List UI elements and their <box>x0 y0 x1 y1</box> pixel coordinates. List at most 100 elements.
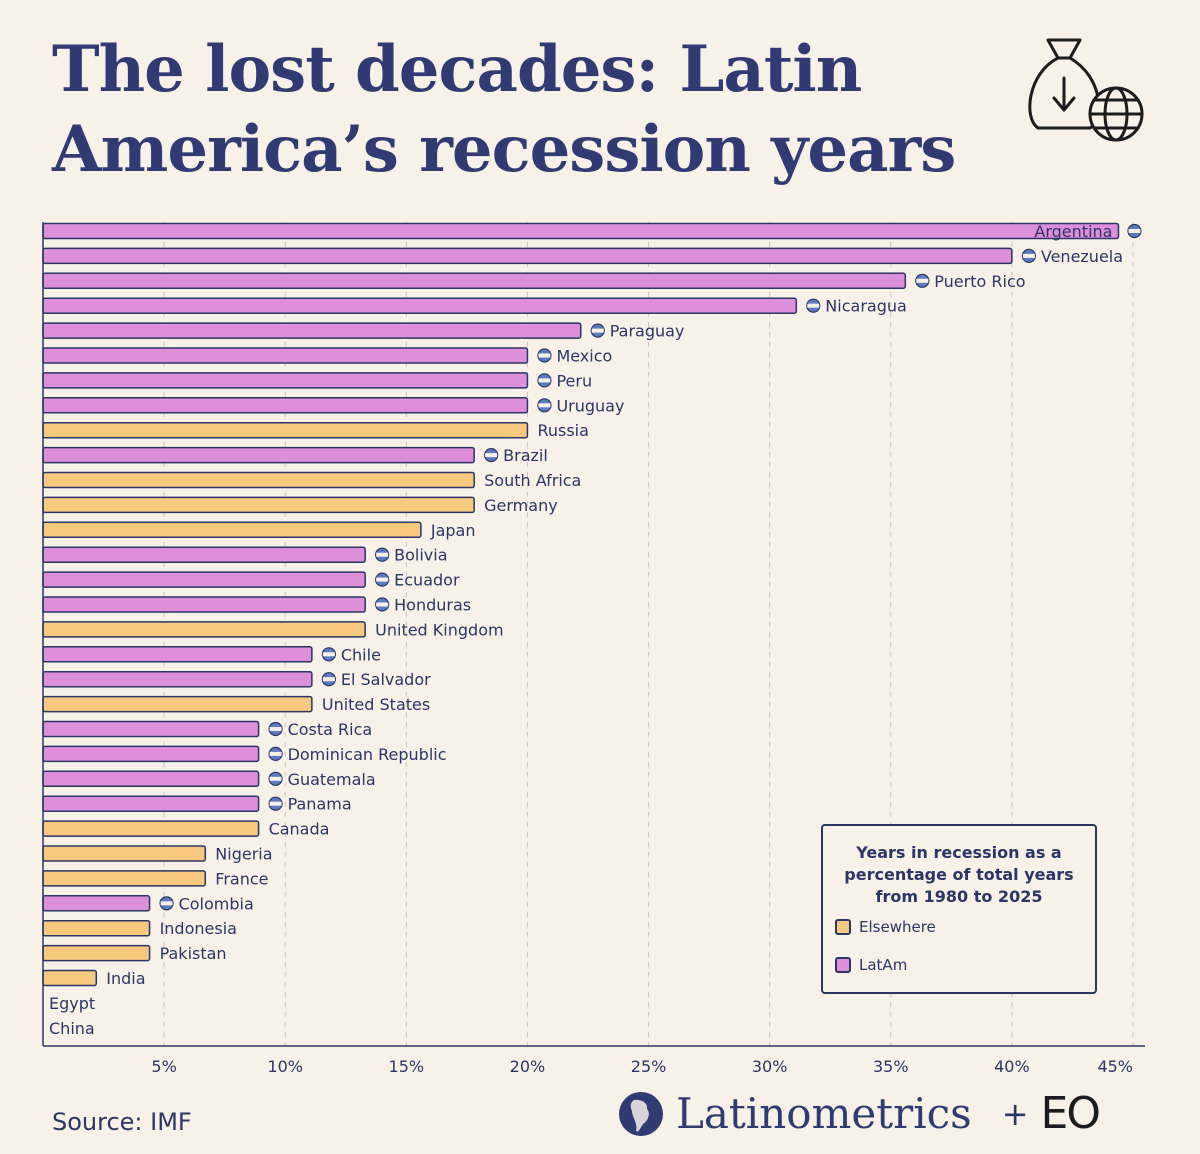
x-tick-label: 45% <box>1097 1057 1133 1076</box>
bar-label: Costa Rica <box>288 720 373 739</box>
flag-icon <box>376 602 389 607</box>
flag-icon <box>538 378 551 383</box>
brand-plus: + <box>1001 1094 1029 1133</box>
source-note: Source: IMF <box>52 1108 192 1136</box>
bar <box>42 745 260 763</box>
bar-label: Venezuela <box>1041 247 1123 266</box>
bar <box>42 322 582 339</box>
legend: Years in recession as a percentage of to… <box>821 824 1097 994</box>
legend-swatch-elsewhere <box>835 919 851 935</box>
bar <box>42 944 151 962</box>
brand-partner: EO <box>1040 1088 1101 1139</box>
flag-icon <box>538 353 551 358</box>
bar-label: Pakistan <box>160 944 227 963</box>
bar-label: Germany <box>484 496 558 515</box>
bar <box>42 571 366 588</box>
chart-title: The lost decades: Latin America’s recess… <box>52 32 956 187</box>
flag-icon <box>1022 253 1035 258</box>
bar <box>42 546 366 563</box>
bar <box>42 446 475 464</box>
brand-name: Latinometrics <box>676 1089 972 1138</box>
flag-icon <box>485 453 498 458</box>
flag-icon <box>160 901 173 906</box>
bar <box>42 272 907 290</box>
flag-icon <box>1128 229 1141 233</box>
bar <box>42 919 151 937</box>
flag-icon <box>916 278 929 283</box>
bar-label: Colombia <box>179 894 254 913</box>
bar <box>42 695 313 713</box>
bar <box>42 969 98 987</box>
bar <box>42 621 366 638</box>
bar-label: Panama <box>288 795 352 814</box>
bar <box>42 770 260 788</box>
bar-label: Chile <box>341 645 381 664</box>
bar-label: Honduras <box>394 596 471 615</box>
money-bag-globe-icon <box>1028 38 1144 142</box>
bar-label: Paraguay <box>610 322 685 341</box>
flag-icon <box>269 776 282 781</box>
bar-label: Nicaragua <box>825 297 907 316</box>
bar-label: United Kingdom <box>375 620 503 639</box>
bar-label: Argentina <box>1034 222 1112 241</box>
bar <box>42 421 529 439</box>
bar <box>42 222 1120 240</box>
bar <box>42 845 207 862</box>
bar <box>42 895 151 912</box>
legend-label-latam: LatAm <box>859 956 908 974</box>
bar <box>42 670 313 688</box>
flag-icon <box>322 652 335 657</box>
flag-icon <box>269 751 282 756</box>
bar-label: Puerto Rico <box>934 272 1025 291</box>
bar <box>42 347 529 364</box>
bar-label: Brazil <box>503 446 548 465</box>
x-tick-label: 40% <box>994 1057 1030 1076</box>
brand-logos: Latinometrics + EO <box>618 1088 1101 1139</box>
bar <box>42 297 798 314</box>
flag-icon <box>322 677 335 682</box>
x-tick-label: 25% <box>631 1057 667 1076</box>
flag-icon <box>538 403 551 408</box>
flag-icon <box>807 303 820 308</box>
x-tick-label: 5% <box>151 1057 176 1076</box>
x-tick-label: 30% <box>752 1057 788 1076</box>
x-tick-label: 10% <box>267 1057 303 1076</box>
bar-label: Ecuador <box>394 571 460 590</box>
bar <box>42 820 260 837</box>
bar-label: Bolivia <box>394 546 447 565</box>
x-axis-ticks: 5% 10% 15% 20% 25% 30% 35% 40% 45% <box>151 1057 1133 1076</box>
bar <box>42 247 1013 265</box>
bar-label: Canada <box>269 820 330 839</box>
bar <box>42 646 313 663</box>
bar-label: Guatemala <box>288 770 376 789</box>
legend-item-latam: LatAm <box>835 956 907 974</box>
bars: Argentina Venezuela Puerto Rico Nicaragua Pa… <box>42 222 1142 1038</box>
x-tick-label: 35% <box>873 1057 909 1076</box>
bar <box>42 397 529 414</box>
bar-label: El Salvador <box>341 670 431 689</box>
legend-label-elsewhere: Elsewhere <box>859 918 936 936</box>
bar <box>42 372 529 389</box>
legend-title: Years in recession as a percentage of to… <box>844 843 1074 906</box>
bar-label: Indonesia <box>160 919 237 938</box>
bar-label: Egypt <box>49 994 95 1013</box>
latinometrics-logo-icon <box>619 1091 663 1136</box>
bar-label: United States <box>322 695 430 714</box>
bar-label: France <box>215 869 268 888</box>
flag-icon <box>376 552 389 557</box>
bar <box>42 471 475 489</box>
bar-label: Russia <box>537 421 588 440</box>
bar-label: South Africa <box>484 471 581 490</box>
bar <box>42 521 422 539</box>
bar-label: Peru <box>556 371 592 390</box>
legend-swatch-latam <box>835 957 851 973</box>
x-tick-label: 20% <box>510 1057 546 1076</box>
bar-label: Uruguay <box>556 396 624 415</box>
bar <box>42 596 366 613</box>
bar <box>42 795 260 812</box>
bar-label: China <box>49 1019 95 1038</box>
flag-icon <box>591 328 604 333</box>
bar <box>42 870 207 887</box>
bar-label: India <box>106 969 145 988</box>
